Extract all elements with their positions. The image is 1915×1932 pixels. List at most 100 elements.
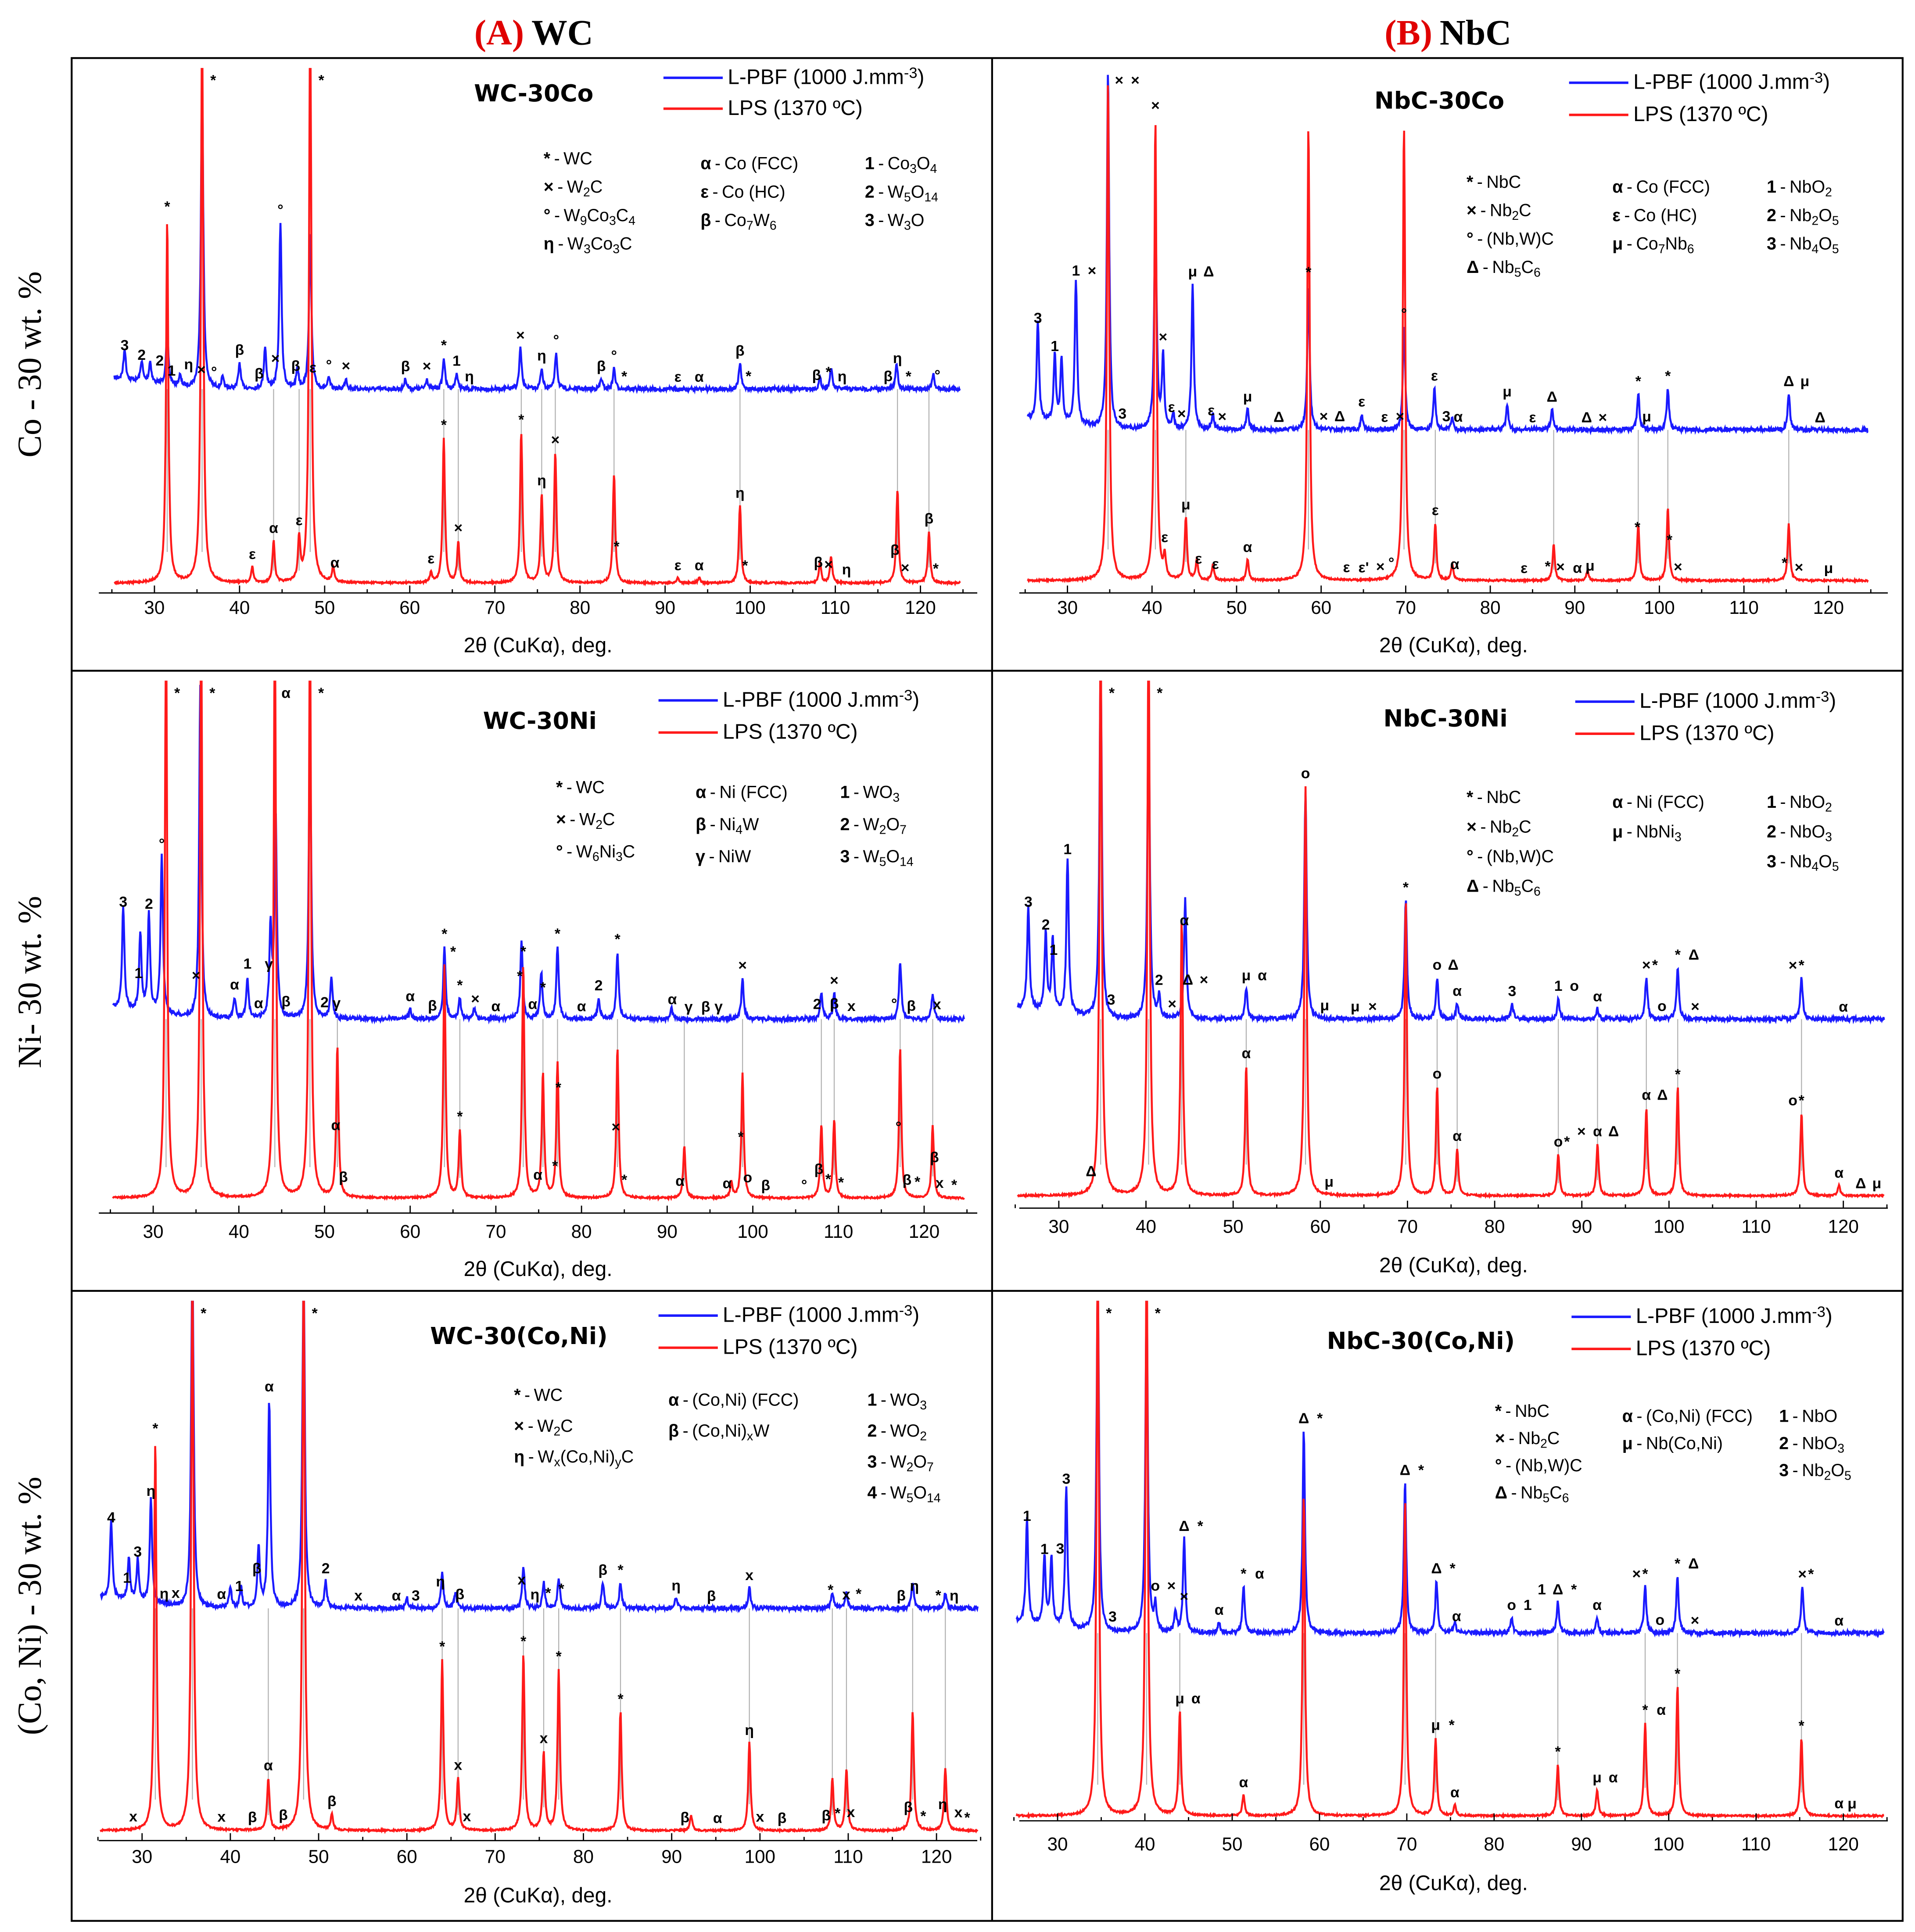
phase-legend-dash: - <box>1477 788 1483 807</box>
legend-label-lpbf: L-PBF (1000 J.mm-3) <box>723 687 919 711</box>
peak-label-blue: ° <box>211 364 217 380</box>
x-tick-label: 40 <box>1135 1834 1155 1854</box>
peak-label-red: η <box>745 1722 754 1738</box>
phase-legend-dash: - <box>878 182 884 201</box>
phase-legend-dash: - <box>554 149 560 168</box>
x-axis-label: 2θ (CuKα), deg. <box>464 1884 613 1907</box>
panel-title: WC-30Ni <box>483 707 597 735</box>
peak-label-blue: ε <box>1208 402 1215 419</box>
peak-label-red: ε <box>674 557 681 574</box>
phase-legend-formula: WC <box>563 149 592 168</box>
peak-label-red: ε <box>1212 556 1219 573</box>
phase-legend-dash: - <box>881 1421 886 1441</box>
peak-label-red: μ <box>1592 1769 1602 1786</box>
x-tick-label: 90 <box>1571 1216 1592 1237</box>
x-tick-label: 110 <box>1741 1834 1771 1854</box>
peak-label-blue: * <box>621 368 628 385</box>
peak-label-blue: * <box>441 925 448 942</box>
peak-label-blue: α <box>405 988 415 1004</box>
peak-label-blue: 1 <box>452 352 461 369</box>
x-tick-label: 70 <box>1396 1834 1417 1854</box>
panel-title: WC-30(Co,Ni) <box>430 1322 607 1350</box>
peak-label-red: * <box>1545 558 1551 575</box>
peak-label-red: α <box>269 520 278 536</box>
peak-label-red: μ <box>1872 1175 1882 1192</box>
peak-label-blue: x <box>354 1588 362 1604</box>
phase-legend-dash: - <box>1480 201 1486 220</box>
peak-label-blue: ε <box>1431 367 1438 384</box>
peak-label-red: * <box>1799 1717 1805 1734</box>
peak-label-blue: 1 <box>1524 1597 1532 1613</box>
x-tick-label: 70 <box>1397 1216 1418 1237</box>
peak-label-blue: 4 <box>107 1509 115 1526</box>
x-tick-label: 40 <box>229 1221 249 1242</box>
peak-label-red: * <box>742 557 748 574</box>
peak-label-blue: 1 <box>1538 1581 1546 1598</box>
peak-label-red: α <box>1452 1128 1462 1144</box>
peak-label-blue: ε <box>674 369 681 385</box>
peak-label-red: * <box>1155 1305 1161 1322</box>
legend-label-lps: LPS (1370 ºC) <box>723 720 857 744</box>
x-tick-label: 120 <box>1828 1834 1858 1854</box>
peak-label-blue: μ <box>1243 388 1252 405</box>
peak-label-blue: Δ <box>1179 1518 1189 1534</box>
peak-label-blue: * <box>1317 1410 1323 1427</box>
peak-label-blue: × <box>192 967 201 984</box>
phase-legend-formula: Wx(Co,Ni)yC <box>538 1447 634 1469</box>
phase-legend-dash: - <box>1780 852 1786 871</box>
peak-label-red: × <box>1556 559 1565 575</box>
phase-legend-formula: (Nb,W)C <box>1487 229 1554 248</box>
peak-label-blue: β <box>707 1588 716 1604</box>
phase-legend-formula: Ni4W <box>719 815 759 837</box>
peak-label-red: x <box>129 1808 137 1825</box>
x-tick-label: 60 <box>1309 1834 1330 1854</box>
peak-label-red: Δ <box>1086 1163 1096 1179</box>
column-header-b-letter: (B) <box>1384 12 1432 52</box>
peak-label-blue: × <box>1200 971 1209 988</box>
peak-label-blue: 2 <box>595 977 603 994</box>
phase-legend-symbol: 3 <box>840 847 850 866</box>
peak-label-red: η <box>842 561 851 578</box>
peak-label-blue: β <box>897 1588 906 1604</box>
phase-legend-dash: - <box>1793 1406 1798 1426</box>
peak-label-blue: β <box>281 993 290 1010</box>
peak-label-blue: β <box>235 342 244 358</box>
peak-label-blue: Δ <box>1273 409 1284 426</box>
phase-legend-dash: - <box>567 778 572 797</box>
phase-legend-dash: - <box>1636 1406 1642 1426</box>
x-tick-label: 80 <box>570 597 590 618</box>
peak-label-blue: Δ <box>1688 1555 1699 1572</box>
peak-label-blue: x <box>172 1584 180 1601</box>
peak-label-blue: β <box>255 366 264 382</box>
peak-label-blue: * <box>559 1581 565 1597</box>
lps-trace <box>114 68 961 587</box>
x-tick-label: 50 <box>308 1846 329 1867</box>
peak-label-blue: × <box>738 957 747 974</box>
peak-label-red: Δ <box>1855 1175 1866 1192</box>
peak-label-blue: β <box>812 367 821 384</box>
phase-legend-symbol: 2 <box>840 815 850 834</box>
phase-legend-dash: - <box>1477 847 1483 866</box>
peak-label-red: * <box>450 943 456 960</box>
x-tick-label: 100 <box>745 1846 775 1867</box>
peak-label-blue: * <box>1675 946 1681 963</box>
phase-legend-symbol: 1 <box>840 783 850 802</box>
phase-legend-symbol: β <box>700 211 711 230</box>
phase-legend-dash: - <box>1780 792 1786 812</box>
phase-legend-formula: W2C <box>537 1416 573 1438</box>
peak-label-red: * <box>164 198 170 215</box>
phase-legend-formula: W5O14 <box>863 847 913 869</box>
peak-label-red: * <box>738 1129 744 1145</box>
peak-label-blue: η <box>160 1585 169 1602</box>
x-tick-label: 60 <box>399 597 420 618</box>
peak-label-red: * <box>914 1174 921 1190</box>
phase-legend-symbol: * <box>544 149 551 168</box>
phase-legend-dash: - <box>881 1483 886 1502</box>
phase-legend-formula: NbO3 <box>1802 1434 1844 1455</box>
peak-label-red: x <box>454 1756 463 1773</box>
peak-label-red: β <box>821 1807 831 1824</box>
peak-label-red: η <box>938 1796 947 1813</box>
x-tick-label: 40 <box>220 1846 240 1867</box>
peak-label-red: μ <box>1585 558 1595 574</box>
